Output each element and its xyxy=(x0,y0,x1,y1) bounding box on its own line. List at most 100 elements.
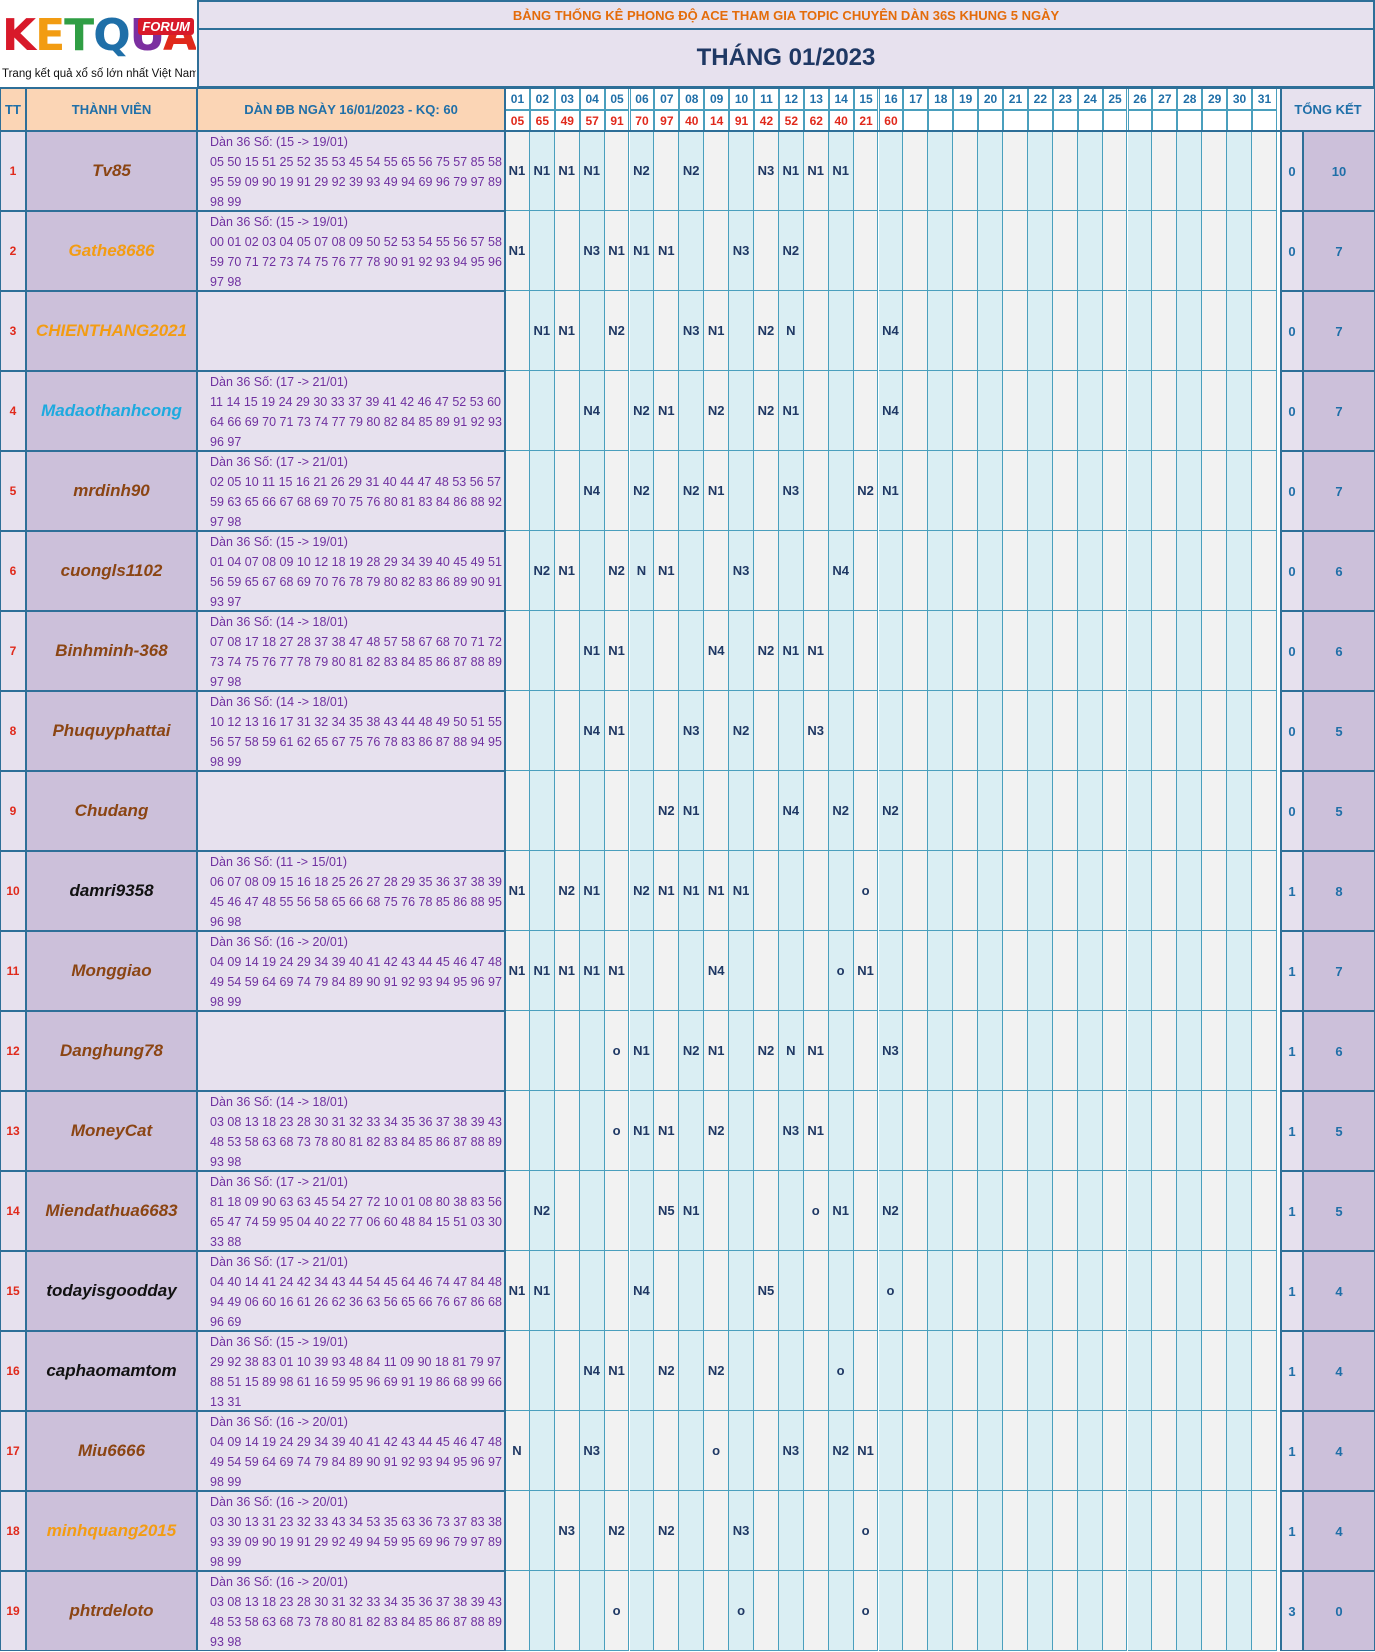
day-mark xyxy=(604,1171,630,1251)
total-score: 0 xyxy=(1303,1571,1375,1651)
day-mark xyxy=(1003,1171,1028,1251)
day-mark xyxy=(903,611,929,691)
day-result xyxy=(1003,110,1028,131)
day-mark: N1 xyxy=(629,211,655,291)
member-name[interactable]: mrdinh90 xyxy=(26,451,197,531)
day-mark: o xyxy=(604,1091,630,1171)
day-mark: N4 xyxy=(629,1251,655,1331)
day-mark: N1 xyxy=(579,931,605,1011)
day-header: 26 xyxy=(1127,88,1153,110)
day-mark xyxy=(554,1251,580,1331)
day-header: 20 xyxy=(978,88,1003,110)
day-mark xyxy=(978,291,1003,371)
day-mark xyxy=(729,931,754,1011)
day-header: 23 xyxy=(1052,88,1078,110)
member-name[interactable]: cuongls1102 xyxy=(26,531,197,611)
member-name[interactable]: caphaomamtom xyxy=(26,1331,197,1411)
day-mark xyxy=(554,1091,580,1171)
day-mark xyxy=(828,851,854,931)
member-dan: Dàn 36 Số: (16 -> 20/01) 04 09 14 19 24 … xyxy=(197,931,505,1011)
day-mark xyxy=(1252,1491,1277,1571)
day-mark xyxy=(803,931,829,1011)
day-mark: N1 xyxy=(803,1091,829,1171)
day-mark xyxy=(679,1251,705,1331)
day-mark xyxy=(803,1251,829,1331)
day-mark xyxy=(1052,371,1078,451)
day-header: 25 xyxy=(1102,88,1128,110)
day-mark xyxy=(803,531,829,611)
day-mark xyxy=(604,451,630,531)
day-mark xyxy=(1003,931,1028,1011)
row-number: 3 xyxy=(0,291,26,371)
member-name[interactable]: Madaothanhcong xyxy=(26,371,197,451)
day-mark xyxy=(629,1491,655,1571)
member-name[interactable]: Miendathua6683 xyxy=(26,1171,197,1251)
day-mark xyxy=(1202,611,1228,691)
day-mark xyxy=(903,1491,929,1571)
day-mark xyxy=(554,1331,580,1411)
day-mark: N1 xyxy=(704,451,730,531)
day-mark xyxy=(953,611,979,691)
day-mark xyxy=(1052,771,1078,851)
day-mark xyxy=(953,211,979,291)
member-name[interactable]: Miu6666 xyxy=(26,1411,197,1491)
day-mark: N3 xyxy=(878,1011,904,1091)
member-name[interactable]: todayisgoodday xyxy=(26,1251,197,1331)
member-name[interactable]: Monggiao xyxy=(26,931,197,1011)
day-mark xyxy=(953,531,979,611)
day-mark xyxy=(654,1011,680,1091)
member-name[interactable]: MoneyCat xyxy=(26,1091,197,1171)
day-mark xyxy=(803,1331,829,1411)
day-header: 10 xyxy=(729,88,754,110)
day-mark xyxy=(1127,1011,1153,1091)
day-mark: N1 xyxy=(654,211,680,291)
day-mark: N1 xyxy=(529,1251,555,1331)
day-mark xyxy=(853,371,879,451)
day-mark xyxy=(1252,851,1277,931)
day-mark xyxy=(505,531,530,611)
day-mark xyxy=(1227,291,1252,371)
day-mark: N1 xyxy=(878,451,904,531)
day-mark: o xyxy=(853,1491,879,1571)
member-name[interactable]: phtrdeloto xyxy=(26,1571,197,1651)
day-result xyxy=(1227,110,1252,131)
day-mark xyxy=(505,371,530,451)
member-name[interactable]: Tv85 xyxy=(26,131,197,211)
day-mark xyxy=(1202,1331,1228,1411)
day-mark xyxy=(778,1491,804,1571)
member-name[interactable]: minhquang2015 xyxy=(26,1491,197,1571)
row-number: 1 xyxy=(0,131,26,211)
member-name[interactable]: Chudang xyxy=(26,771,197,851)
day-header: 31 xyxy=(1252,88,1277,110)
total-hits: 0 xyxy=(1281,771,1303,851)
day-mark xyxy=(1027,1491,1053,1571)
member-name[interactable]: Gathe8686 xyxy=(26,211,197,291)
day-mark xyxy=(1252,611,1277,691)
day-mark xyxy=(1102,851,1128,931)
day-mark xyxy=(1152,1091,1178,1171)
day-mark xyxy=(604,131,630,211)
ketqua2-logo[interactable]: KETQUA2 FORUM Trang kết quả xổ số lớn nh… xyxy=(0,0,196,87)
member-name[interactable]: Binhminh-368 xyxy=(26,611,197,691)
day-mark xyxy=(1003,851,1028,931)
day-mark: N2 xyxy=(629,851,655,931)
grid-line xyxy=(1280,88,1282,1651)
day-mark xyxy=(729,371,754,451)
member-name[interactable]: CHIENTHANG2021 xyxy=(26,291,197,371)
member-dan: Dàn 36 Số: (17 -> 21/01) 04 40 14 41 24 … xyxy=(197,1251,505,1331)
member-name[interactable]: damri9358 xyxy=(26,851,197,931)
day-mark xyxy=(903,1091,929,1171)
day-mark: N1 xyxy=(554,531,580,611)
member-name[interactable]: Danghung78 xyxy=(26,1011,197,1091)
day-mark xyxy=(1102,131,1128,211)
day-mark xyxy=(903,211,929,291)
day-mark xyxy=(803,451,829,531)
day-mark: N5 xyxy=(754,1251,779,1331)
day-mark: o xyxy=(604,1011,630,1091)
total-score: 4 xyxy=(1303,1491,1375,1571)
day-mark xyxy=(953,1411,979,1491)
day-mark xyxy=(1102,1171,1128,1251)
day-mark xyxy=(1202,771,1228,851)
member-name[interactable]: Phuquyphattai xyxy=(26,691,197,771)
day-mark xyxy=(953,1331,979,1411)
